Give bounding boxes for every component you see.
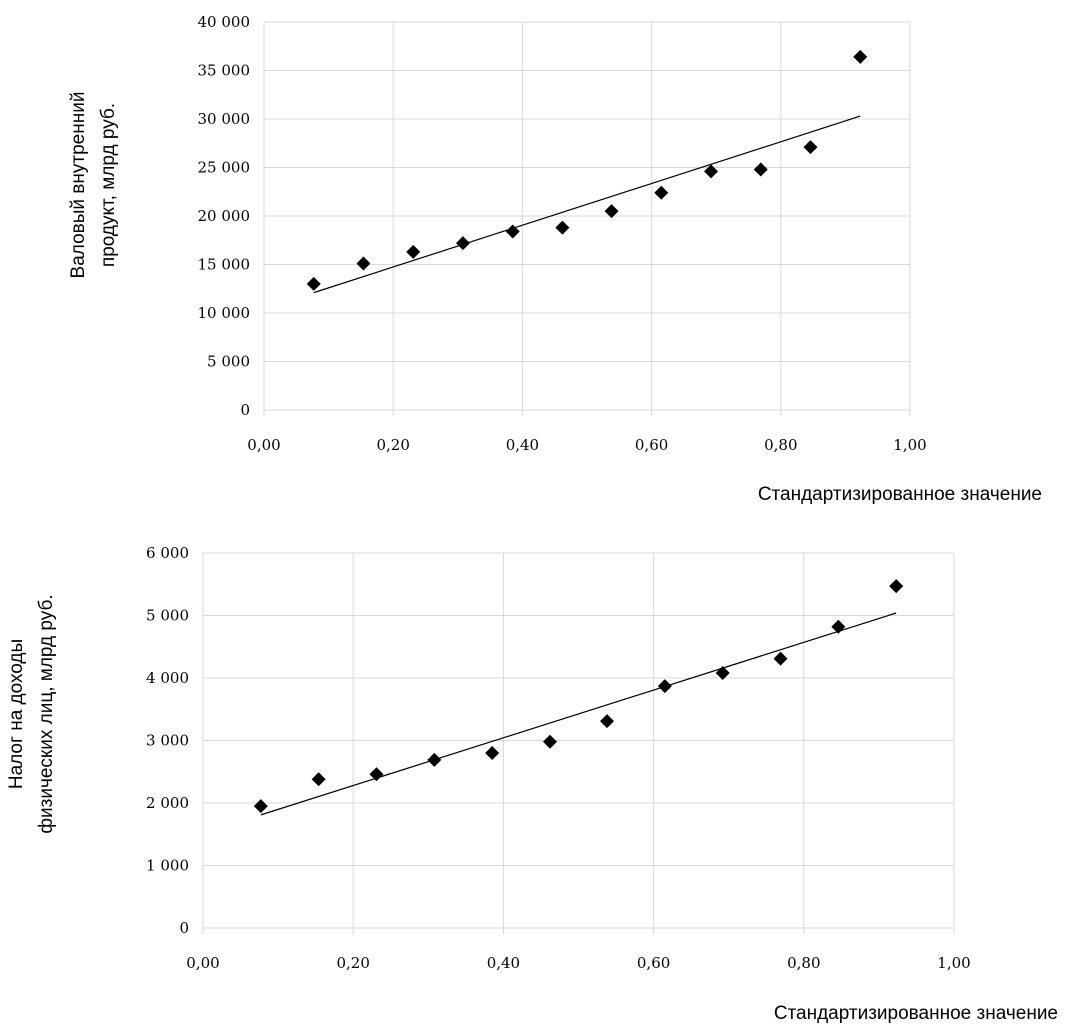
y-tick-label: 0 bbox=[179, 919, 189, 937]
y-axis-title-line1: Налог на доходы bbox=[6, 639, 27, 789]
data-point bbox=[505, 224, 520, 239]
x-tick-label: 0,00 bbox=[186, 954, 219, 972]
y-axis-title-line2: продукт, млрд руб. bbox=[98, 103, 119, 267]
gdp-scatter-chart: 0 5 000 10 000 15 000 20 000 25 000 30 000 35 0… bbox=[68, 13, 1042, 505]
y-tick-label: 30 000 bbox=[198, 110, 251, 128]
x-tick-label: 1,00 bbox=[937, 954, 970, 972]
data-point bbox=[803, 140, 818, 155]
x-tick-label: 0,20 bbox=[376, 436, 409, 454]
y-tick-label: 3 000 bbox=[146, 732, 189, 750]
x-tick-label: 0,40 bbox=[487, 954, 520, 972]
data-point bbox=[704, 164, 719, 179]
x-axis-title: Стандартизированное значение bbox=[758, 484, 1042, 505]
x-axis-title: Стандартизированное значение bbox=[774, 1003, 1058, 1024]
data-point bbox=[600, 714, 615, 729]
y-axis-title-line2: физических лиц, млрд руб. bbox=[36, 594, 57, 833]
y-tick-label: 1 000 bbox=[146, 857, 189, 875]
y-tick-label: 5 000 bbox=[207, 353, 250, 371]
trend-line bbox=[260, 612, 897, 816]
trend-line bbox=[313, 115, 861, 294]
y-axis-title-line1: Валовый внутренний bbox=[68, 92, 89, 279]
data-point bbox=[356, 256, 371, 271]
data-point bbox=[753, 162, 768, 177]
x-tick-label: 0,20 bbox=[336, 954, 369, 972]
data-point bbox=[654, 185, 669, 200]
x-tick-label: 0,60 bbox=[635, 436, 668, 454]
x-tick-label: 0,40 bbox=[506, 436, 539, 454]
x-tick-label: 1,00 bbox=[893, 436, 926, 454]
data-point bbox=[369, 767, 384, 782]
x-tick-label: 0,60 bbox=[637, 954, 670, 972]
data-point bbox=[306, 276, 321, 291]
income-tax-scatter-chart: 0 1 000 2 000 3 000 4 000 5 000 6 000 0,00 0,20 0… bbox=[6, 544, 1058, 1024]
y-tick-label: 5 000 bbox=[146, 607, 189, 625]
y-tick-label: 0 bbox=[240, 401, 250, 419]
data-point bbox=[853, 49, 868, 64]
data-point bbox=[555, 220, 570, 235]
data-point bbox=[253, 799, 268, 814]
data-point bbox=[311, 772, 326, 787]
data-point bbox=[455, 236, 470, 251]
y-tick-label: 40 000 bbox=[198, 13, 251, 31]
data-point bbox=[773, 651, 788, 666]
y-tick-label: 2 000 bbox=[146, 794, 189, 812]
x-tick-label: 0,80 bbox=[787, 954, 820, 972]
y-tick-label: 6 000 bbox=[146, 544, 189, 562]
data-point bbox=[427, 752, 442, 767]
x-tick-label: 0,00 bbox=[247, 436, 280, 454]
data-point bbox=[406, 244, 421, 259]
y-tick-label: 10 000 bbox=[198, 304, 251, 322]
data-point bbox=[485, 746, 500, 760]
data-point bbox=[657, 679, 672, 694]
y-tick-label: 25 000 bbox=[198, 159, 251, 177]
y-tick-label: 35 000 bbox=[198, 62, 251, 80]
data-point bbox=[715, 666, 730, 680]
data-point bbox=[889, 579, 904, 594]
data-point bbox=[831, 619, 846, 634]
x-tick-label: 0,80 bbox=[764, 436, 797, 454]
data-point bbox=[604, 204, 619, 219]
data-point bbox=[542, 734, 557, 749]
y-tick-label: 15 000 bbox=[198, 256, 251, 274]
y-tick-label: 4 000 bbox=[146, 669, 189, 687]
y-tick-label: 20 000 bbox=[198, 207, 251, 225]
